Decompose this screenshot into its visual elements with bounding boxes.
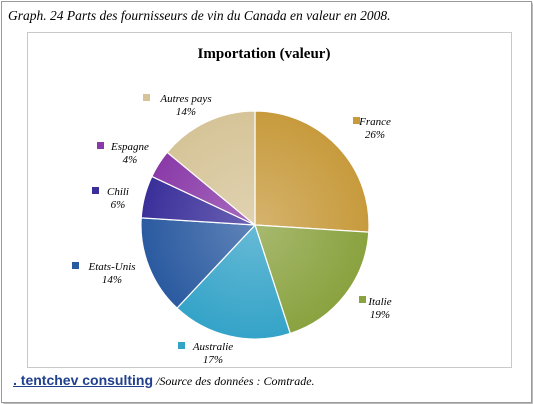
legend-marker (97, 142, 104, 149)
pie-slice-autres-pays (166, 110, 256, 227)
slice-label: France (358, 116, 391, 128)
slice-label: Espagne (110, 141, 149, 153)
slice-percent: 26% (365, 129, 385, 141)
legend-marker (72, 262, 79, 269)
slice-percent: 17% (203, 354, 223, 366)
pie-slice-australie (176, 223, 291, 340)
legend-marker (92, 187, 99, 194)
figure-caption: Graph. 24 Parts des fournisseurs de vin … (8, 8, 391, 23)
slice-percent: 14% (102, 274, 122, 286)
brand-link[interactable]: . tentchev consulting (13, 372, 154, 388)
slice-label: Australie (192, 341, 233, 353)
slice-label: Italie (367, 296, 391, 308)
pie-slice-etats-unis (140, 217, 257, 309)
legend-marker (143, 94, 150, 101)
chart-title: Importation (valeur) (198, 46, 331, 62)
slice-label: Chili (107, 186, 129, 198)
slice-label: Etats-Unis (87, 261, 135, 273)
legend-marker (359, 296, 366, 303)
pie-slice-france (254, 110, 370, 233)
slice-percent: 19% (370, 309, 390, 321)
slice-percent: 14% (176, 106, 196, 118)
legend-marker (178, 342, 185, 349)
slice-label: Autres pays (159, 93, 211, 105)
slice-percent: 4% (123, 154, 138, 166)
source-note: /Source des données : Comtrade. (156, 374, 315, 388)
slice-percent: 6% (111, 199, 126, 211)
legend-marker (353, 117, 360, 124)
footer: . tentchev consulting /Source des donnée… (13, 372, 315, 389)
pie-slice-italie (254, 224, 370, 335)
